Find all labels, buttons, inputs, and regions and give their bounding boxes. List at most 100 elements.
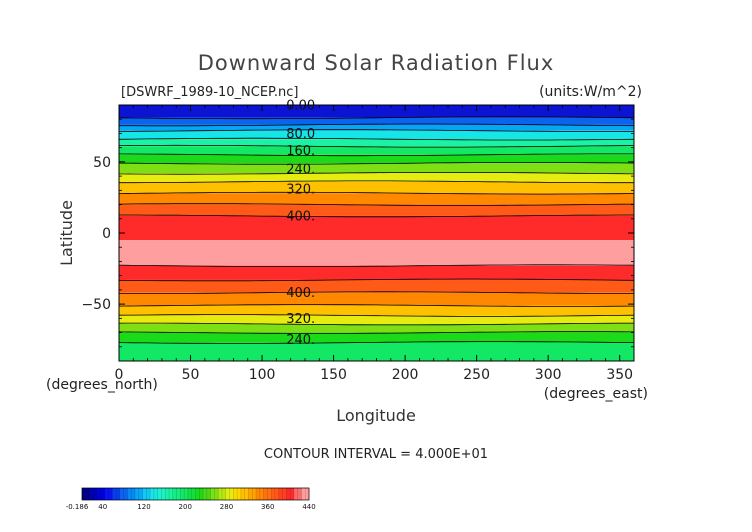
colorbar-cell-24: [263, 488, 272, 500]
y-tick-label: 0: [102, 226, 111, 242]
contour-label: 80.0: [286, 127, 315, 142]
colorbar-cell-25: [271, 488, 280, 500]
x-axis: 0 50 100 150 200 250 300 350: [115, 105, 633, 383]
color-band-2: [119, 124, 634, 131]
x-tick-label: 150: [320, 367, 347, 383]
colorbar-cell-6: [127, 488, 136, 500]
colorbar-cell-15: [195, 488, 204, 500]
color-band-13: [119, 240, 634, 266]
colorbar-cell-27: [286, 488, 295, 500]
colorbar-cell-3: [104, 488, 113, 500]
contour-label: 320.: [286, 182, 315, 197]
chart-title: Downward Solar Radiation Flux: [198, 51, 555, 75]
colorbar-cell-16: [203, 488, 211, 500]
colorbar-cell-22: [248, 488, 257, 500]
contour-line-8: [119, 180, 634, 184]
contour-line-6: [118, 162, 635, 165]
x-tick-label: 350: [606, 367, 633, 383]
colorbar-cell-23: [256, 488, 264, 500]
color-band-8: [119, 173, 634, 182]
contour-line-16: [118, 314, 635, 317]
file-label: [DSWRF_1989-10_NCEP.nc]: [121, 85, 298, 100]
contour-line-14: [119, 291, 634, 294]
color-band-1: [119, 117, 634, 125]
colorbar-cell-12: [172, 488, 181, 500]
color-band-18: [119, 315, 634, 325]
contour-line-11: [119, 214, 634, 218]
y-tick-label: 50: [93, 155, 111, 171]
color-band-0: [119, 105, 634, 118]
colorbar-cell-13: [180, 488, 189, 500]
colorbar-frame: [81, 487, 310, 501]
contour-line-9: [118, 191, 635, 195]
colorbar-cell-5: [119, 488, 128, 500]
contour-label: 400.: [286, 209, 315, 224]
contour-line-10: [118, 203, 635, 206]
colorbar-tick-label: 440: [302, 503, 315, 511]
contour-label: 400.: [286, 286, 315, 301]
contour-label: 240.: [286, 333, 315, 348]
contour-line-3: [118, 137, 635, 141]
y-unit-label: (degrees_north): [46, 377, 158, 393]
color-band-19: [119, 324, 634, 333]
colorbar-tick-label: 200: [179, 503, 192, 511]
color-band-6: [119, 154, 634, 164]
contour-label: 160.: [286, 144, 315, 159]
plot-area: 0.00 80.0 160. 240. 320. 400. 400. 320. 240.: [118, 99, 635, 362]
contour-line-5: [118, 153, 634, 157]
contour-line-19: [118, 341, 635, 344]
color-band-7: [119, 163, 634, 174]
colorbar-cell-18: [218, 488, 227, 500]
colorbar-cell-29: [301, 488, 310, 500]
color-band-21: [119, 342, 634, 361]
contour-line-18: [118, 331, 635, 334]
color-band-12: [119, 215, 634, 241]
colorbar-cell-10: [157, 488, 166, 500]
colorbar-tick-label: -0.186: [66, 503, 89, 511]
x-tick-label: 250: [463, 367, 490, 383]
colorbar-cell-14: [187, 488, 196, 500]
colorbar-cell-9: [150, 488, 158, 500]
colorbar-cell-1: [89, 488, 98, 500]
colorbar-cell-8: [142, 488, 151, 500]
color-band-15: [119, 279, 634, 293]
units-label: (units:W/m^2): [539, 84, 642, 100]
x-tick-label: 50: [182, 367, 200, 383]
colorbar-tick-label: 280: [220, 503, 233, 511]
contour-line-13: [118, 278, 635, 282]
color-band-5: [119, 146, 634, 155]
colorbar-cell-11: [165, 488, 174, 500]
color-band-17: [119, 305, 634, 316]
contour-line-7: [118, 172, 635, 175]
contour-labels: 0.00 80.0 160. 240. 320. 400. 400. 320. 240.: [286, 99, 315, 349]
y-axis: 50 0 −50: [81, 118, 634, 348]
x-tick-label: 0: [115, 367, 124, 383]
colorbar-cell-0: [82, 488, 90, 500]
colorbar-cell-4: [112, 488, 121, 500]
x-unit-label: (degrees_east): [544, 386, 648, 402]
colorbar-tick-label: 120: [137, 503, 150, 511]
y-axis-label: Latitude: [57, 200, 76, 266]
contour-label: 0.00: [286, 99, 315, 114]
colorbar-cell-26: [278, 488, 287, 500]
color-band-20: [119, 332, 634, 343]
contour-line-15: [118, 304, 635, 307]
colorbar-cell-20: [233, 488, 242, 500]
colorbar-cell-21: [240, 488, 249, 500]
x-axis-label: Longitude: [336, 406, 416, 425]
colorbar-cell-2: [97, 488, 105, 500]
color-band-16: [119, 292, 634, 306]
color-band-14: [119, 265, 634, 280]
contour-line-4: [118, 144, 635, 148]
contour-lines: [118, 116, 635, 344]
colorbar-tick-label: 360: [261, 503, 274, 511]
colorbar-cell-7: [134, 488, 143, 500]
contour-label: 240.: [286, 163, 315, 178]
color-band-11: [119, 204, 634, 216]
colorbar-cell-19: [225, 488, 234, 500]
x-tick-label: 300: [535, 367, 562, 383]
contour-line-12: [118, 264, 635, 267]
colorbar-cell-17: [210, 488, 219, 500]
color-band-4: [119, 139, 634, 147]
